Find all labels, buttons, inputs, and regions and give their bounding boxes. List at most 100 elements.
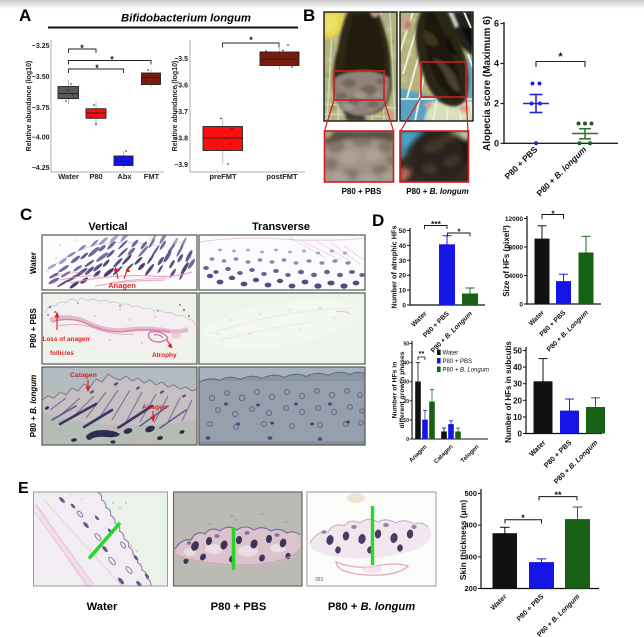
svg-text:Water: Water: [443, 351, 459, 357]
svg-text:Anagen: Anagen: [409, 444, 429, 464]
svg-text:P80 + B. Longum: P80 + B. Longum: [430, 310, 474, 354]
svg-text:20: 20: [513, 396, 522, 405]
svg-text:0: 0: [406, 437, 409, 443]
svg-text:0: 0: [494, 139, 499, 149]
svg-text:C: C: [20, 205, 32, 224]
svg-text:Number of HFs in subcutis: Number of HFs in subcutis: [504, 341, 513, 443]
svg-text:383: 383: [315, 577, 324, 583]
svg-text:Vertical: Vertical: [88, 221, 127, 233]
svg-text:2: 2: [494, 99, 499, 109]
svg-text:Number of HFs in: Number of HFs in: [392, 362, 399, 419]
svg-text:−3.7: −3.7: [174, 109, 188, 116]
svg-text:6: 6: [494, 19, 499, 29]
svg-text:Water: Water: [410, 310, 428, 328]
svg-text:P80 + B. Longum: P80 + B. Longum: [443, 368, 490, 374]
svg-text:P80 + PBS: P80 + PBS: [29, 307, 38, 347]
svg-text:−3.6: −3.6: [174, 83, 188, 90]
svg-text:***: ***: [431, 219, 442, 229]
svg-text:−4.00: −4.00: [32, 135, 50, 142]
svg-text:Loss of anagen: Loss of anagen: [43, 336, 90, 343]
svg-text:Bifidobacterium longum: Bifidobacterium longum: [121, 13, 251, 25]
svg-text:40: 40: [399, 243, 407, 250]
svg-text:10: 10: [399, 288, 407, 295]
svg-text:**: **: [419, 351, 425, 358]
svg-text:Catagen: Catagen: [433, 444, 454, 465]
svg-text:*: *: [558, 51, 563, 63]
svg-text:P80 + PBS: P80 + PBS: [443, 359, 473, 365]
svg-text:A: A: [19, 6, 31, 25]
svg-text:50: 50: [399, 228, 407, 235]
svg-text:P80: P80: [89, 172, 102, 181]
svg-text:4000: 4000: [509, 273, 524, 280]
svg-text:Water: Water: [29, 252, 38, 274]
svg-text:10: 10: [403, 418, 409, 424]
svg-text:0: 0: [402, 303, 406, 310]
svg-text:P80 + PBS: P80 + PBS: [211, 601, 267, 613]
svg-text:follicles: follicles: [50, 350, 74, 357]
svg-text:B: B: [303, 6, 315, 25]
svg-text:Alopecia score (Maximum 6): Alopecia score (Maximum 6): [482, 16, 493, 151]
svg-text:*: *: [80, 43, 84, 53]
svg-text:*: *: [95, 63, 99, 73]
svg-text:0: 0: [518, 430, 523, 439]
svg-text:50: 50: [513, 347, 522, 356]
svg-text:30: 30: [513, 380, 522, 389]
svg-text:Water: Water: [58, 172, 79, 181]
svg-text:P80 + PBS: P80 + PBS: [516, 593, 546, 623]
svg-text:20: 20: [399, 273, 407, 280]
svg-text:300: 300: [464, 552, 477, 561]
svg-text:12000: 12000: [505, 216, 523, 223]
svg-text:Water: Water: [528, 309, 546, 327]
svg-text:D: D: [372, 211, 384, 230]
svg-text:P80 + B. longum: P80 + B. longum: [534, 144, 588, 198]
svg-text:Water: Water: [490, 593, 509, 612]
svg-text:Relative abundance (log10): Relative abundance (log10): [26, 61, 33, 152]
svg-text:−3.5: −3.5: [174, 56, 188, 63]
svg-text:8000: 8000: [509, 245, 524, 252]
svg-text:P80 + B. longum: P80 + B. longum: [29, 375, 38, 437]
svg-text:*: *: [110, 55, 114, 65]
svg-text:*: *: [457, 227, 461, 237]
svg-text:Number of atrophic HFs: Number of atrophic HFs: [390, 225, 399, 308]
svg-text:E: E: [18, 480, 29, 497]
svg-text:20: 20: [403, 399, 409, 405]
svg-text:*: *: [521, 513, 525, 523]
svg-text:Catagen: Catagen: [70, 372, 97, 379]
svg-text:**: **: [554, 490, 562, 500]
svg-text:Atrophy: Atrophy: [152, 352, 177, 359]
svg-text:*: *: [551, 209, 555, 219]
svg-text:Transverse: Transverse: [252, 221, 310, 233]
svg-text:−4.25: −4.25: [32, 165, 50, 172]
svg-text:40: 40: [403, 361, 409, 367]
svg-text:Abx: Abx: [117, 172, 132, 181]
svg-text:−3.8: −3.8: [174, 136, 188, 143]
svg-text:Telogen: Telogen: [460, 444, 480, 464]
svg-text:*: *: [249, 35, 253, 45]
svg-text:−3.25: −3.25: [32, 43, 50, 50]
svg-text:500: 500: [464, 489, 477, 498]
svg-text:200: 200: [464, 584, 477, 593]
svg-text:40: 40: [513, 363, 522, 372]
svg-text:preFMT: preFMT: [209, 172, 237, 181]
svg-text:P80 + B. longum: P80 + B. longum: [328, 601, 415, 613]
svg-text:50: 50: [403, 342, 409, 348]
svg-text:P80 + PBS: P80 + PBS: [342, 187, 382, 196]
svg-text:Skin thickness (μm): Skin thickness (μm): [458, 500, 468, 580]
svg-text:different growth phases: different growth phases: [399, 351, 406, 428]
svg-text:−3.75: −3.75: [32, 105, 50, 112]
svg-text:10: 10: [513, 413, 522, 422]
svg-text:400: 400: [464, 521, 477, 530]
svg-text:Water: Water: [527, 438, 547, 458]
svg-text:30: 30: [399, 258, 407, 265]
svg-text:30: 30: [403, 380, 409, 386]
svg-text:P80 + PBS: P80 + PBS: [502, 144, 539, 181]
svg-text:Water: Water: [87, 601, 118, 613]
svg-text:Anagen: Anagen: [142, 404, 167, 411]
svg-text:postFMT: postFMT: [266, 172, 298, 181]
svg-text:P80 + B. Longum: P80 + B. Longum: [546, 309, 590, 353]
svg-text:4: 4: [494, 59, 499, 69]
svg-text:Size of HFs (pixel²): Size of HFs (pixel²): [502, 225, 511, 297]
svg-text:−3.9: −3.9: [174, 162, 188, 169]
svg-text:Relative abundance (log10): Relative abundance (log10): [172, 61, 179, 152]
svg-text:FMT: FMT: [144, 172, 160, 181]
